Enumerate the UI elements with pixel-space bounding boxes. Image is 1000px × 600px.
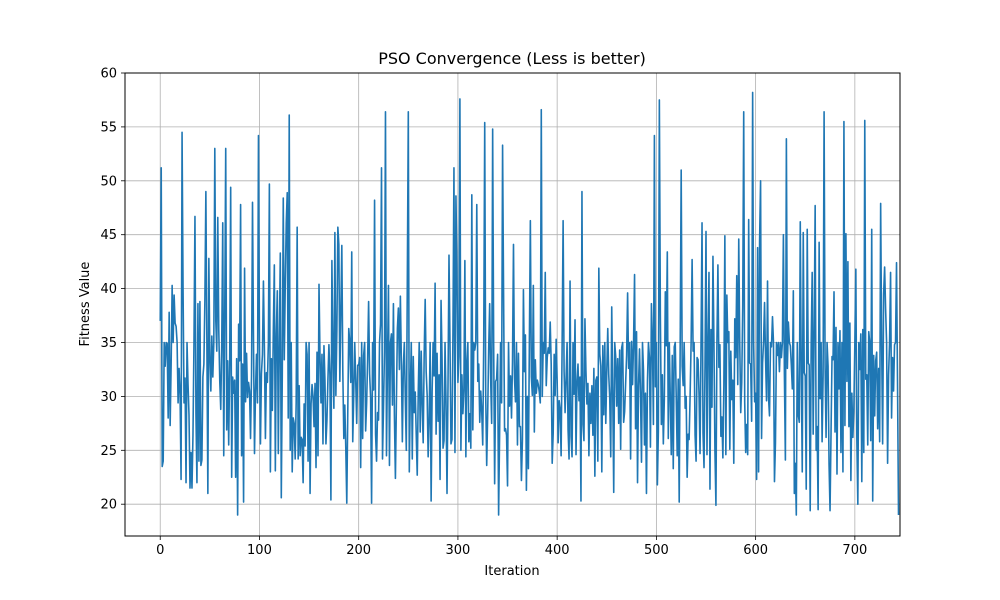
x-tick-label: 100 <box>247 543 272 558</box>
y-tick-label: 20 <box>100 498 117 513</box>
x-axis-ticks: 0 100 200 300 400 500 600 700 <box>156 536 867 558</box>
y-axis-ticks: 20 25 30 35 40 45 50 55 60 <box>100 67 125 513</box>
x-tick-label: 700 <box>842 543 867 558</box>
series-line <box>159 91 900 516</box>
y-tick-label: 40 <box>100 282 117 297</box>
chart-title: PSO Convergence (Less is better) <box>378 49 646 68</box>
x-tick-label: 300 <box>446 543 471 558</box>
y-tick-label: 60 <box>100 67 117 82</box>
x-tick-label: 0 <box>156 543 164 558</box>
y-axis-label: Fitness Value <box>78 262 93 347</box>
x-tick-label: 200 <box>346 543 371 558</box>
plot-area-frame <box>124 72 901 537</box>
y-tick-label: 55 <box>100 120 117 135</box>
y-tick-label: 35 <box>100 336 117 351</box>
x-axis-label: Iteration <box>484 564 539 579</box>
y-tick-label: 25 <box>100 444 117 459</box>
x-tick-label: 400 <box>545 543 570 558</box>
y-tick-label: 50 <box>100 174 117 189</box>
y-tick-label: 45 <box>100 228 117 243</box>
y-tick-label: 30 <box>100 390 117 405</box>
x-tick-label: 600 <box>743 543 768 558</box>
x-tick-label: 500 <box>644 543 669 558</box>
